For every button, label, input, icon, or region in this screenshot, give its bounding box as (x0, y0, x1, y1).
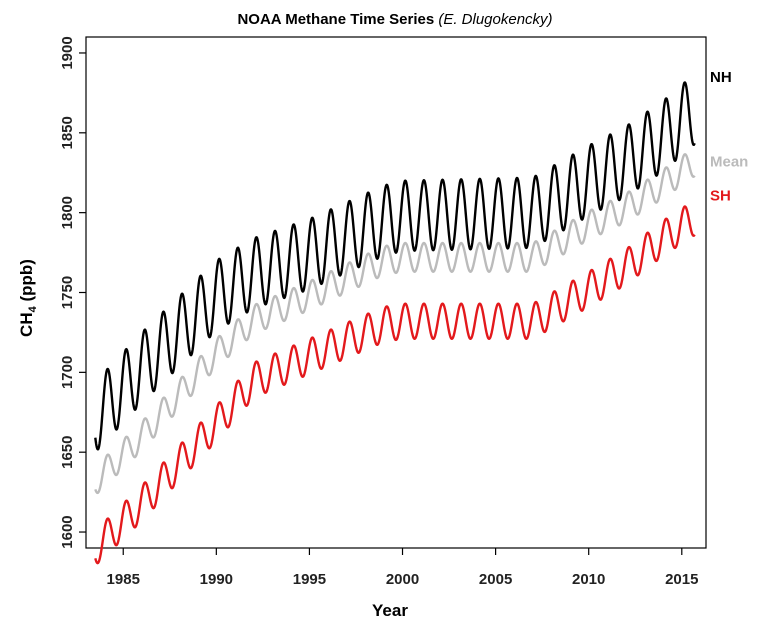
x-tick-label: 2010 (572, 571, 605, 588)
chart-title: NOAA Methane Time Series (E. Dlugokencky… (237, 11, 552, 28)
y-axis-label: CH4 (ppb) (17, 259, 39, 337)
plot-frame (85, 36, 707, 549)
series-lines (94, 81, 696, 565)
x-tick-label: 2000 (386, 571, 419, 588)
chart-title-main: NOAA Methane Time Series (237, 11, 434, 28)
y-tick-label: 1800 (59, 196, 76, 229)
y-axis-label-sub: 4 (27, 305, 39, 312)
y-tick-label: 1700 (59, 356, 76, 389)
y-axis: 1600 1650 1700 1750 1800 1850 1900 (59, 36, 86, 549)
series-label-mean: Mean (710, 154, 748, 171)
series-line-nh (94, 81, 696, 451)
x-tick-label: 1990 (200, 571, 233, 588)
y-tick-label: 1650 (59, 436, 76, 469)
y-axis-label-unit: (ppb) (17, 259, 36, 306)
y-axis-label-main: CH (17, 312, 36, 337)
y-tick-label: 1850 (59, 116, 76, 149)
y-tick-label: 1750 (59, 276, 76, 309)
y-tick-label: 1600 (59, 515, 76, 548)
series-line-mean (94, 153, 696, 495)
x-axis: 1985 1990 1995 2000 2005 2010 2015 (107, 548, 698, 588)
x-tick-label: 1995 (293, 571, 326, 588)
series-line-sh (94, 205, 696, 565)
series-labels: NH Mean SH (710, 69, 748, 205)
chart-title-credit: (E. Dlugokencky) (438, 11, 552, 28)
y-tick-label: 1900 (59, 36, 76, 69)
x-axis-label: Year (372, 601, 408, 620)
x-tick-label: 2005 (479, 571, 512, 588)
series-label-nh: NH (710, 69, 732, 86)
series-label-sh: SH (710, 187, 731, 204)
x-tick-label: 1985 (107, 571, 140, 588)
x-tick-label: 2015 (665, 571, 698, 588)
